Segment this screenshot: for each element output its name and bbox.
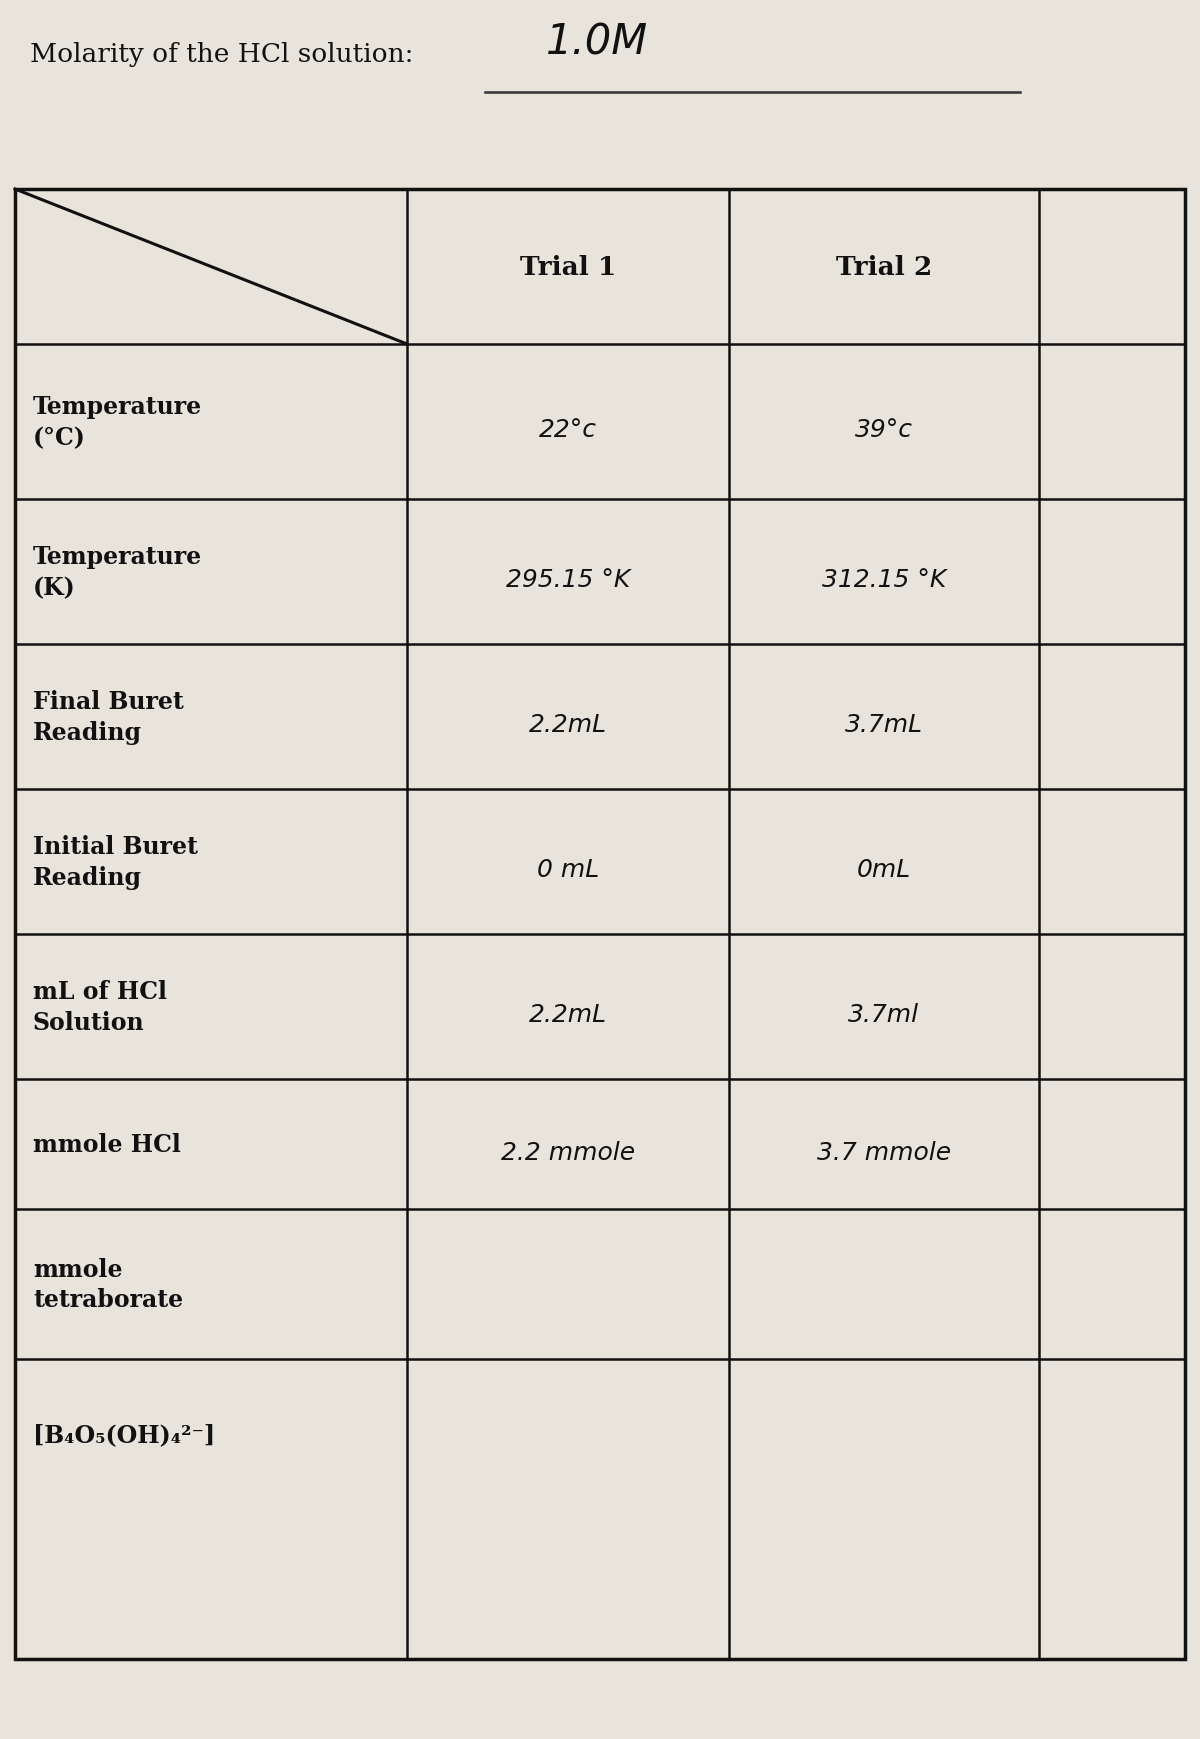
Text: Trial 1: Trial 1 [520, 256, 616, 280]
Text: 3.7 mmole: 3.7 mmole [817, 1141, 950, 1165]
Text: mmole HCl: mmole HCl [32, 1132, 181, 1156]
Text: mL of HCl
Solution: mL of HCl Solution [32, 979, 167, 1035]
Text: 2.2mL: 2.2mL [529, 1003, 607, 1028]
Text: Molarity of the HCl solution:: Molarity of the HCl solution: [30, 42, 414, 68]
Text: 22°c: 22°c [539, 419, 596, 442]
Text: Trial 2: Trial 2 [835, 256, 932, 280]
Text: Temperature
(°C): Temperature (°C) [32, 395, 202, 450]
Text: 0 mL: 0 mL [536, 857, 599, 882]
Text: 312.15 °K: 312.15 °K [822, 569, 946, 593]
Text: Initial Buret
Reading: Initial Buret Reading [32, 835, 198, 889]
Text: 0mL: 0mL [857, 857, 911, 882]
Text: 295.15 °K: 295.15 °K [505, 569, 630, 593]
Text: Final Buret
Reading: Final Buret Reading [32, 690, 184, 744]
Text: 2.2 mmole: 2.2 mmole [500, 1141, 635, 1165]
Text: 3.7mL: 3.7mL [845, 713, 923, 737]
Text: 3.7ml: 3.7ml [848, 1003, 919, 1028]
Text: 39°c: 39°c [854, 419, 913, 442]
Bar [14, 190, 1186, 1659]
Text: mmole
tetraborate: mmole tetraborate [32, 1257, 184, 1311]
Text: 1.0M: 1.0M [546, 23, 648, 64]
Text: 2.2mL: 2.2mL [529, 713, 607, 737]
Text: Temperature
(K): Temperature (K) [32, 544, 202, 600]
Text: [B₄O₅(OH)₄²⁻]: [B₄O₅(OH)₄²⁻] [32, 1423, 215, 1447]
